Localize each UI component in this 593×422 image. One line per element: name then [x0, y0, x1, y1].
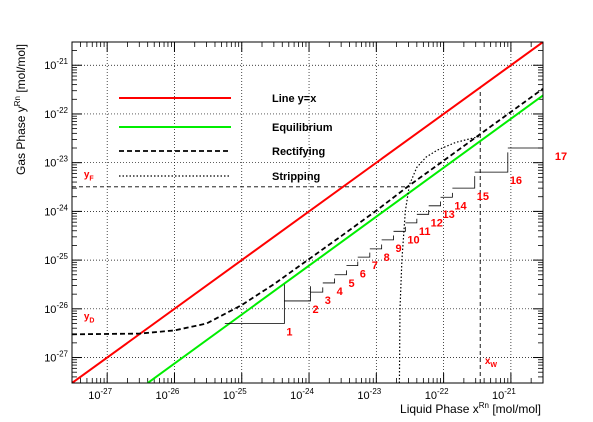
stage-label: 9 [396, 243, 402, 255]
legend-label: Stripping [272, 171, 320, 183]
stage-step [224, 284, 285, 324]
annotation-yF: yF [84, 169, 95, 182]
annotation-xW: xW [485, 356, 498, 369]
y-tick-label: 10-22 [44, 106, 68, 121]
x-axis-label: Liquid Phase xRn [mol/mol] [400, 401, 541, 416]
stage-step [334, 270, 347, 276]
y-tick-label: 10-26 [44, 301, 68, 316]
stage-label: 4 [337, 286, 344, 298]
stage-step [346, 261, 359, 267]
stage-label: 2 [312, 304, 318, 316]
stage-step [322, 278, 336, 284]
plot-frame [71, 41, 544, 384]
x-tick-label: 10-24 [290, 387, 314, 402]
y-tick-label: 10-21 [44, 57, 68, 72]
stage-step [428, 201, 441, 207]
stage-step [381, 235, 394, 241]
y-tick-label: 10-24 [44, 203, 68, 218]
series-line-equilibrium [147, 94, 543, 383]
stage-label: 15 [477, 191, 489, 203]
stage-step [405, 218, 418, 224]
stage-label: 17 [555, 151, 567, 163]
x-tick-label: 10-22 [425, 387, 449, 402]
stage-label: 8 [384, 252, 390, 264]
stage-label: 3 [325, 295, 331, 307]
stage-step [416, 209, 430, 215]
x-tick-label: 10-27 [88, 387, 112, 402]
stage-step [507, 147, 543, 149]
stage-step [440, 192, 453, 198]
stage-label: 10 [407, 234, 419, 246]
stage-label: 13 [443, 209, 455, 221]
x-tick-label: 10-23 [357, 387, 381, 402]
legend-label: Line y=x [272, 93, 317, 105]
x-tick-label: 10-25 [223, 387, 247, 402]
x-tick-label: 10-26 [156, 387, 180, 402]
stage-step [284, 286, 311, 302]
stage-step [474, 152, 509, 173]
stage-step [357, 252, 371, 258]
stage-label: 11 [419, 226, 431, 238]
stage-label: 12 [431, 217, 443, 229]
stage-label: 7 [372, 260, 378, 272]
stage-label: 6 [360, 269, 366, 281]
y-axis-label: Gas Phase yRn [mol/mol] [13, 44, 28, 175]
stage-label: 14 [454, 200, 467, 212]
series-line-rectifying [72, 87, 543, 336]
y-tick-label: 10-27 [44, 350, 68, 365]
legend-label: Equilibrium [272, 122, 333, 134]
x-tick-label: 10-21 [492, 387, 516, 402]
stage-step [369, 244, 383, 250]
plot-area: 10-27 10-26 10-25 10-24 10-23 10-22 10-21 10-27… [44, 41, 567, 402]
y-tick-label: 10-25 [44, 252, 68, 267]
legend-label: Rectifying [272, 146, 325, 158]
stage-label: 1 [286, 326, 292, 338]
stage-label: 5 [348, 278, 354, 290]
stage-label: 16 [510, 175, 522, 187]
y-tick-label: 10-23 [44, 155, 68, 170]
series-line-line-y-x [72, 42, 543, 383]
stage-step [393, 226, 406, 232]
series-line-stripping [398, 135, 481, 383]
stage-step [310, 287, 324, 293]
stage-step [452, 176, 476, 189]
annotation-yD: yD [84, 312, 95, 325]
